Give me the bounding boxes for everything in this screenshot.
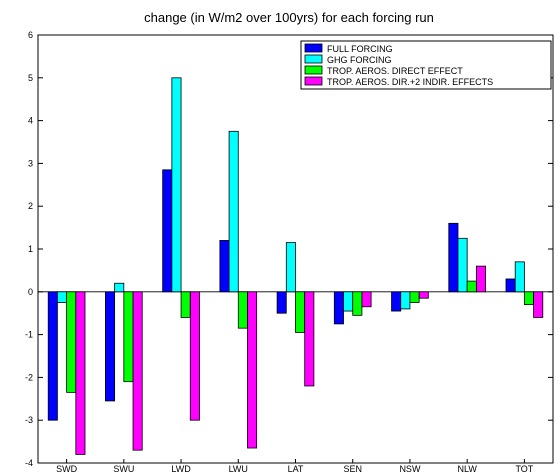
bar-lwu-series-1: [219, 240, 230, 293]
x-tick-label: NLW: [457, 464, 477, 474]
x-tick-label: SEN: [343, 464, 362, 474]
y-tick-label: -1: [25, 330, 33, 340]
bar-lat-series-1: [276, 291, 287, 314]
bar-lwu-series-2: [228, 130, 239, 293]
y-tick-label: 0: [28, 287, 33, 297]
legend-swatch: [304, 76, 323, 86]
bar-lwd-series-2: [171, 77, 182, 293]
bar-lwd-series-4: [189, 291, 200, 421]
bar-sen-series-3: [352, 291, 363, 316]
bar-swd-series-2: [57, 291, 68, 303]
bar-tot-series-4: [533, 291, 544, 318]
x-tick-label: SWU: [113, 464, 134, 474]
bar-lat-series-2: [285, 242, 296, 293]
y-tick-label: -2: [25, 372, 33, 382]
bar-nlw-series-3: [466, 280, 477, 293]
bar-tot-series-2: [514, 261, 525, 293]
bar-lwd-series-3: [180, 291, 191, 318]
bar-lat-series-3: [295, 291, 306, 333]
y-tick-label: 5: [28, 73, 33, 83]
y-tick-label: -4: [25, 458, 33, 468]
y-tick-label: 4: [28, 116, 33, 126]
bar-nsw-series-4: [418, 291, 429, 299]
x-tick-label: NSW: [399, 464, 421, 474]
bar-sen-series-1: [333, 291, 344, 325]
legend-label: TROP. AEROS. DIRECT EFFECT: [327, 66, 463, 76]
bar-tot-series-1: [505, 278, 516, 293]
x-tick-label: LWD: [171, 464, 191, 474]
legend-box: [300, 40, 552, 90]
bar-swd-series-3: [66, 291, 77, 393]
bar-lat-series-4: [304, 291, 315, 387]
bar-nlw-series-1: [448, 222, 459, 293]
x-tick-label: LAT: [288, 464, 304, 474]
legend-label: FULL FORCING: [327, 44, 393, 54]
bar-swd-series-1: [47, 291, 58, 421]
bar-lwu-series-4: [247, 291, 258, 449]
bar-swu-series-2: [114, 282, 125, 293]
y-tick-label: -3: [25, 415, 33, 425]
y-tick-label: 3: [28, 158, 33, 168]
bar-lwd-series-1: [162, 169, 173, 293]
bar-nlw-series-2: [457, 237, 468, 293]
legend-label: TROP. AEROS. DIR.+2 INDIR. EFFECTS: [327, 77, 493, 87]
bar-lwu-series-3: [237, 291, 248, 329]
bar-sen-series-4: [361, 291, 372, 308]
y-tick-label: 1: [28, 244, 33, 254]
bar-sen-series-2: [343, 291, 354, 312]
y-tick-label: 2: [28, 201, 33, 211]
x-tick-label: LWU: [229, 464, 248, 474]
bar-nsw-series-2: [400, 291, 411, 310]
bar-nlw-series-4: [475, 265, 486, 293]
bar-tot-series-3: [523, 291, 534, 306]
bar-swu-series-1: [105, 291, 116, 402]
bar-nsw-series-1: [391, 291, 402, 312]
y-tick-label: 6: [28, 30, 33, 40]
bar-swu-series-3: [123, 291, 134, 383]
legend-swatch: [304, 54, 323, 64]
x-tick-label: SWD: [56, 464, 77, 474]
x-tick-label: TOT: [515, 464, 533, 474]
bar-nsw-series-3: [409, 291, 420, 303]
bar-swd-series-4: [75, 291, 86, 455]
chart-title: change (in W/m2 over 100yrs) for each fo…: [144, 10, 434, 25]
legend-swatch: [304, 43, 323, 53]
legend-label: GHG FORCING: [327, 55, 392, 65]
bar-swu-series-4: [132, 291, 143, 451]
legend-swatch: [304, 65, 323, 75]
plot-area: -4 -3 -2 -1 0 1 2 3 4 5 6 SWD SWU LWD LWU LAT SEN NSW NLW T…: [25, 30, 554, 474]
